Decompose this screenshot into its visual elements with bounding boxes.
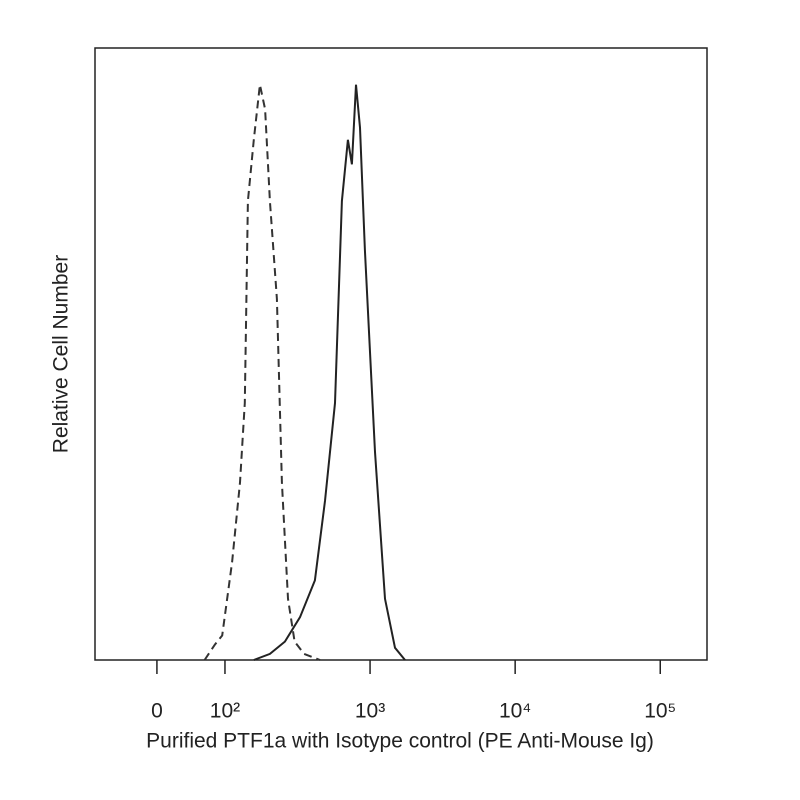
x-tick-label: 0	[151, 700, 163, 723]
x-axis-label: Purified PTF1a with Isotype control (PE …	[146, 730, 654, 753]
histogram-line	[203, 84, 321, 661]
histogram-line	[253, 84, 406, 661]
x-tick-label: 10²	[210, 700, 240, 723]
y-axis-label: Relative Cell Number	[50, 255, 73, 453]
x-tick-label: 10³	[355, 700, 385, 723]
plot-frame	[94, 47, 708, 661]
x-tick-label: 10⁵	[644, 700, 676, 723]
x-tick-label: 10⁴	[499, 700, 531, 723]
